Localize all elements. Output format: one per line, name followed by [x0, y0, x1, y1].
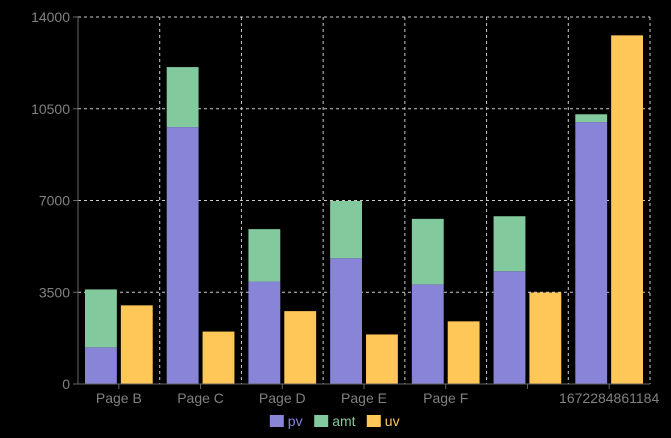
bar-uv-4 — [447, 321, 480, 384]
legend: pv amt uv — [269, 413, 400, 429]
bar-uv-2 — [284, 311, 317, 384]
bar-amt-2 — [248, 229, 281, 282]
y-tick-label: 7000 — [39, 193, 70, 209]
bar-pv-5 — [493, 271, 526, 384]
bar-uv-1 — [202, 331, 235, 384]
bar-amt-5 — [493, 216, 526, 272]
legend-swatch-amt — [314, 415, 329, 427]
bar-pv-2 — [248, 281, 281, 384]
bar-pv-6 — [575, 122, 608, 384]
bar-pv-0 — [85, 347, 117, 384]
bar-pv-3 — [330, 258, 362, 384]
bar-pv-1 — [166, 127, 199, 384]
y-tick-label: 3500 — [39, 284, 70, 300]
bar-amt-4 — [411, 218, 444, 285]
bar-amt-1 — [166, 67, 199, 128]
bar-uv-6 — [611, 35, 643, 384]
legend-label-pv: pv — [288, 413, 303, 429]
y-tick-label: 14000 — [31, 9, 70, 25]
axes: 0 3500 7000 10500 14000 Page B Page C Page D Pag… — [31, 9, 659, 406]
bars — [85, 35, 643, 384]
legend-label-amt: amt — [332, 413, 355, 429]
bar-uv-5 — [529, 292, 562, 384]
y-tick-label: 10500 — [31, 101, 70, 117]
legend-swatch-pv — [269, 415, 284, 427]
x-tick-label: 1672284861184 — [559, 390, 659, 406]
bar-pv-4 — [411, 284, 444, 384]
bar-amt-6 — [575, 114, 608, 123]
x-tick-label: Page B — [96, 390, 142, 406]
grid — [77, 16, 651, 385]
x-tick-label: Page F — [423, 390, 468, 406]
legend-swatch-uv — [366, 415, 381, 427]
bar-uv-0 — [120, 305, 153, 384]
x-tick-label: Page D — [259, 390, 306, 406]
x-tick-label: Page C — [177, 390, 224, 406]
bar-amt-3 — [330, 200, 362, 259]
y-tick-label: 0 — [62, 376, 70, 392]
x-tick-label: Page E — [341, 390, 387, 406]
bar-uv-3 — [366, 334, 398, 384]
bar-amt-0 — [85, 289, 117, 348]
legend-label-uv: uv — [385, 413, 400, 429]
